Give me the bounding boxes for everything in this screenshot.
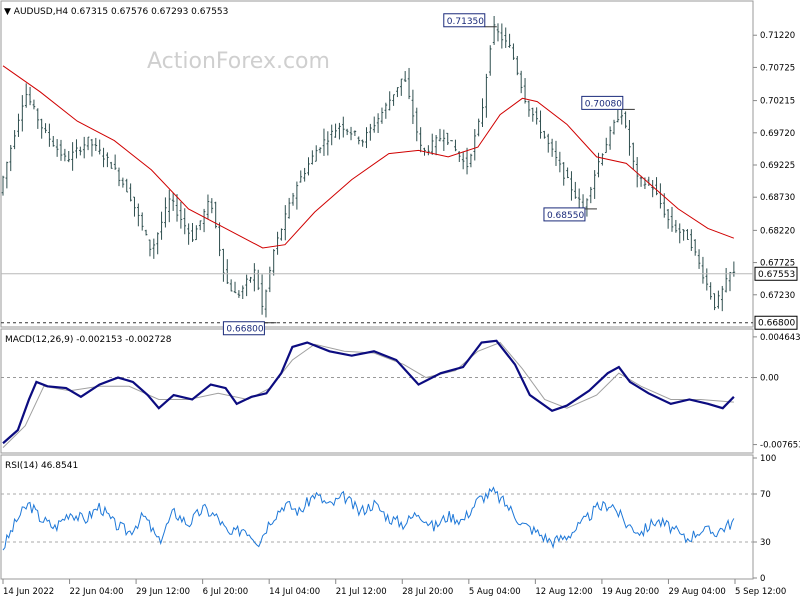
rsi-panel — [0, 454, 754, 580]
annotation-box — [581, 95, 624, 110]
chart-menu-icon[interactable]: ▼ — [4, 7, 14, 17]
price-annotations: 0.71350 0.70080 0.68550 0.66800 — [222, 13, 635, 336]
rsi-header: RSI(14) 46.8541 — [5, 461, 78, 471]
rsi-tick-label: 30 — [760, 538, 771, 548]
annotation-box — [222, 321, 265, 336]
rsi-line — [2, 486, 735, 551]
x-tick-label: 22 Jun 04:00 — [70, 587, 124, 597]
x-tick-label: 14 Jun 2022 — [3, 587, 54, 597]
support-price-tag-text: 0.66800 — [758, 319, 795, 329]
price-tick-label: 0.69720 — [760, 129, 795, 139]
current-price-tag: 0.67553 — [754, 266, 798, 281]
price-tick-label: 0.71220 — [760, 31, 795, 41]
price-tick-label: 0.67230 — [760, 291, 795, 301]
macd-tick-label: 0.00 — [760, 374, 779, 384]
price-annotation: 0.66800 — [222, 321, 277, 336]
current-price-tag-text: 0.67553 — [758, 270, 795, 280]
x-tick-label: 5 Sep 12:00 — [735, 587, 786, 597]
macd-header: MACD(12,26,9) -0.002153 -0.002728 — [5, 335, 172, 345]
x-axis: 14 Jun 2022 22 Jun 04:00 29 Jun 12:00 6 Jul… — [2, 579, 786, 597]
price-tick-label: 0.69225 — [760, 161, 795, 171]
x-tick-label: 6 Jul 20:00 — [203, 587, 249, 597]
price-annotation: 0.68550 — [543, 207, 597, 222]
rsi-tick-label: 0 — [760, 574, 765, 584]
annotation-text: 0.70080 — [585, 99, 622, 109]
x-tick-label: 14 Jul 04:00 — [269, 587, 320, 597]
macd-panel — [0, 328, 754, 454]
rsi-tick-label: 100 — [760, 454, 776, 464]
price-panel — [0, 0, 754, 328]
price-tick-label: 0.70215 — [760, 97, 795, 107]
x-tick-label: 12 Aug 12:00 — [535, 587, 592, 597]
price-header: ▼ AUDUSD,H4 0.67315 0.67576 0.67293 0.67… — [4, 7, 228, 17]
price-tick-label: 0.68220 — [760, 226, 795, 236]
macd-tick-label: 0.004643 — [760, 333, 800, 343]
rsi-tick-label: 70 — [760, 490, 771, 500]
macd-signal-line — [2, 341, 734, 448]
macd-line — [2, 339, 735, 445]
candles — [1, 15, 736, 318]
x-tick-label: 21 Jul 12:00 — [336, 587, 387, 597]
watermark: ActionForex.com — [147, 49, 330, 74]
rsi-levels — [1, 493, 753, 543]
x-tick-label: 29 Jun 12:00 — [136, 587, 190, 597]
x-tick-label: 28 Jul 20:00 — [402, 587, 453, 597]
price-annotation: 0.71350 — [443, 13, 497, 28]
x-tick-label: 29 Aug 04:00 — [668, 587, 725, 597]
support-price-tag: 0.66800 — [754, 315, 798, 330]
price-y-axis: 0.71220 0.70725 0.70215 0.69720 0.69225 0.687… — [753, 31, 795, 301]
annotation-box — [543, 207, 586, 222]
annotation-text: 0.71350 — [447, 17, 484, 27]
price-annotation: 0.70080 — [581, 95, 635, 110]
annotation-text: 0.66800 — [226, 325, 263, 335]
x-tick-label: 5 Aug 04:00 — [469, 587, 521, 597]
price-tick-label: 0.68730 — [760, 193, 795, 203]
macd-tick-label: -0.007653 — [760, 441, 800, 451]
annotation-box — [443, 13, 486, 28]
macd-y-axis: 0.004643 0.00 -0.007653 — [753, 333, 800, 451]
annotation-text: 0.68550 — [547, 211, 584, 221]
rsi-y-axis: 100 70 30 0 — [753, 454, 776, 584]
moving-average-line — [2, 65, 735, 249]
x-tick-label: 19 Aug 20:00 — [602, 587, 659, 597]
price-header-text: AUDUSD,H4 0.67315 0.67576 0.67293 0.6755… — [14, 7, 229, 17]
price-tick-label: 0.67725 — [760, 259, 795, 269]
price-tick-label: 0.70725 — [760, 63, 795, 73]
